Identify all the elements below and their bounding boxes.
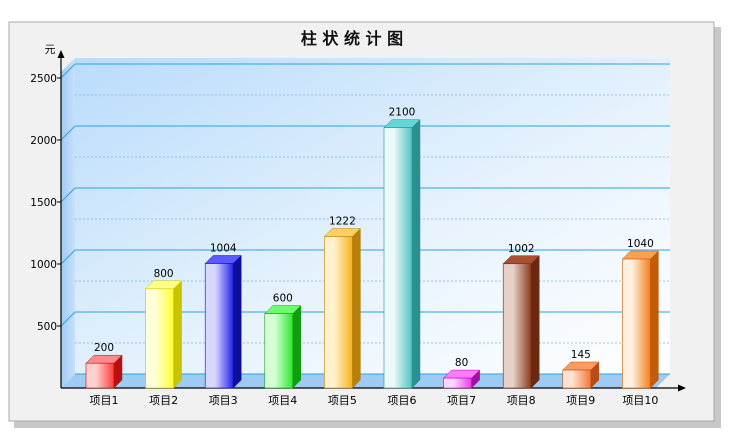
- bar-front: [204, 263, 234, 389]
- data-label: 600: [273, 293, 293, 305]
- data-labels: 200 800 1004 600 1222 2100 80 1002 145 1040: [94, 107, 654, 369]
- bar-side: [232, 254, 242, 389]
- grid-wall-line: [60, 187, 76, 203]
- data-label: 800: [154, 268, 174, 280]
- bar-front: [264, 313, 294, 389]
- data-label: 145: [571, 349, 591, 361]
- bar-front: [502, 263, 532, 389]
- data-label: 1040: [627, 238, 654, 250]
- x-tick-label: 项目8: [507, 394, 536, 407]
- grid-wall-line: [60, 63, 76, 79]
- bar-front: [145, 288, 174, 389]
- y-tick-label: 1000: [30, 259, 57, 271]
- data-label: 1222: [329, 215, 356, 227]
- bar-10: [621, 250, 660, 389]
- y-tick-labels: 500 1000 1500 2000 2500: [30, 73, 61, 333]
- x-tick-label: 项目5: [328, 394, 357, 407]
- data-label: 1002: [508, 243, 535, 255]
- y-tick-label: 2000: [30, 135, 57, 147]
- bar-side: [292, 304, 302, 389]
- grid-wall-line: [60, 249, 76, 265]
- grid-wall-line: [60, 311, 76, 327]
- bar-2: [144, 280, 183, 389]
- y-tick-label: 1500: [30, 197, 57, 209]
- x-tick-label: 项目9: [566, 394, 595, 407]
- bar-side: [530, 255, 540, 389]
- bar-6: [383, 118, 421, 389]
- bar-front: [383, 127, 413, 389]
- data-label: 80: [455, 357, 468, 369]
- bar-front: [85, 362, 115, 389]
- x-tick-label: 项目1: [90, 394, 119, 407]
- x-tick-label: 项目10: [622, 394, 658, 407]
- y-axis-arrow: [57, 50, 65, 58]
- bar-1: [85, 354, 123, 389]
- x-tick-label: 项目7: [447, 394, 476, 407]
- bar-5: [323, 227, 362, 389]
- bar-front: [562, 369, 592, 389]
- bar-front: [324, 236, 353, 389]
- bar-side: [650, 250, 659, 389]
- x-tick-label: 项目4: [268, 394, 297, 407]
- bar-side: [173, 280, 182, 389]
- x-tick-labels: 项目1 项目2 项目3 项目4 项目5 项目6 项目7 项目8 项目9 项目10: [90, 394, 659, 407]
- bar-9: [562, 361, 600, 389]
- bar-side: [411, 118, 421, 389]
- grid-wall-line: [60, 125, 76, 141]
- data-label: 200: [94, 342, 114, 354]
- bar-4: [264, 304, 302, 389]
- data-label: 2100: [389, 107, 416, 119]
- bar-front: [622, 258, 651, 389]
- x-axis-arrow: [678, 384, 686, 392]
- x-tick-label: 项目6: [388, 394, 417, 407]
- chart-title: 柱 状 统 计 图: [301, 29, 403, 48]
- x-tick-label: 项目3: [209, 394, 238, 407]
- bar-front: [443, 377, 472, 389]
- bars: [85, 118, 660, 389]
- y-tick-label: 2500: [30, 73, 57, 85]
- bar-side: [352, 227, 361, 389]
- plot-left-wall: [61, 58, 75, 388]
- bar-7: [442, 369, 481, 389]
- y-axis-label: 元: [45, 43, 56, 56]
- bar-3: [204, 254, 242, 389]
- bar-8: [502, 255, 540, 389]
- y-tick-label: 500: [37, 321, 57, 333]
- x-tick-label: 项目2: [149, 394, 178, 407]
- data-label: 1004: [210, 243, 237, 255]
